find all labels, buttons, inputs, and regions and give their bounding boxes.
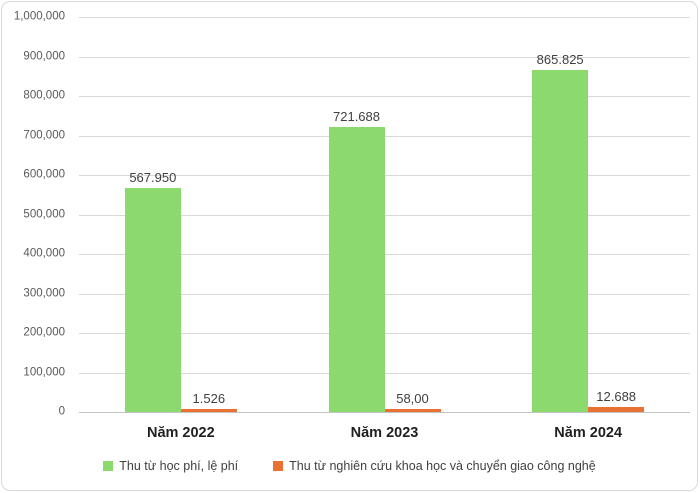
y-tick-label: 700,000 xyxy=(23,128,65,141)
gridline xyxy=(79,96,690,97)
legend-swatch-green-icon xyxy=(103,461,114,471)
bar-series-1-năm-2022 xyxy=(180,409,237,412)
data-label: 721.688 xyxy=(333,108,380,124)
data-label: 1.526 xyxy=(192,391,226,406)
bar-series-1-năm-2024 xyxy=(588,407,645,412)
bar-series-0-năm-2022 xyxy=(124,187,181,412)
y-tick-label: 600,000 xyxy=(23,168,65,181)
gridline xyxy=(79,293,690,295)
bar-series-0-năm-2023 xyxy=(328,126,385,412)
x-category-label: Năm 2022 xyxy=(146,425,215,441)
gridline xyxy=(79,372,690,374)
bar-series-1-năm-2023 xyxy=(384,409,441,412)
y-tick-label: 0 xyxy=(58,405,65,418)
y-tick-label: 400,000 xyxy=(23,247,65,260)
legend-item-tuition-fees: Thu từ học phí, lệ phí xyxy=(103,459,238,473)
x-category-label: Năm 2023 xyxy=(350,425,419,441)
y-tick-label: 500,000 xyxy=(23,207,65,220)
plot-area: 567.950 1.526 721.688 58,00 865.825 12.688 xyxy=(79,17,690,413)
y-tick-label: 100,000 xyxy=(23,365,65,378)
gridline xyxy=(79,175,690,176)
gridline xyxy=(79,254,690,255)
gridline xyxy=(79,214,690,216)
gridline xyxy=(79,56,690,58)
data-label: 865.825 xyxy=(536,52,584,67)
legend-label-tuition-fees: Thu từ học phí, lệ phí xyxy=(119,459,239,473)
data-label: 567.950 xyxy=(129,169,177,185)
legend-swatch-orange-icon xyxy=(273,461,284,471)
y-tick-label: 1,000,000 xyxy=(13,10,65,23)
legend-item-research-revenue: Thu từ nghiên cứu khoa học và chuyển gia… xyxy=(273,459,596,473)
y-tick-label: 800,000 xyxy=(23,89,65,102)
legend-label-research-revenue: Thu từ nghiên cứu khoa học và chuyển gia… xyxy=(289,459,596,473)
data-label: 12.688 xyxy=(596,389,637,404)
data-label: 58,00 xyxy=(396,391,429,406)
bar-series-0-năm-2024 xyxy=(532,70,589,412)
x-category-label: Năm 2024 xyxy=(554,425,623,441)
gridline xyxy=(79,17,690,18)
y-tick-label: 900,000 xyxy=(23,49,65,62)
y-tick-label: 200,000 xyxy=(23,326,65,339)
legend: Thu từ học phí, lệ phí Thu từ nghiên cứu… xyxy=(2,459,697,473)
y-tick-label: 300,000 xyxy=(23,286,65,299)
gridline xyxy=(79,135,690,137)
gridline xyxy=(79,333,690,334)
